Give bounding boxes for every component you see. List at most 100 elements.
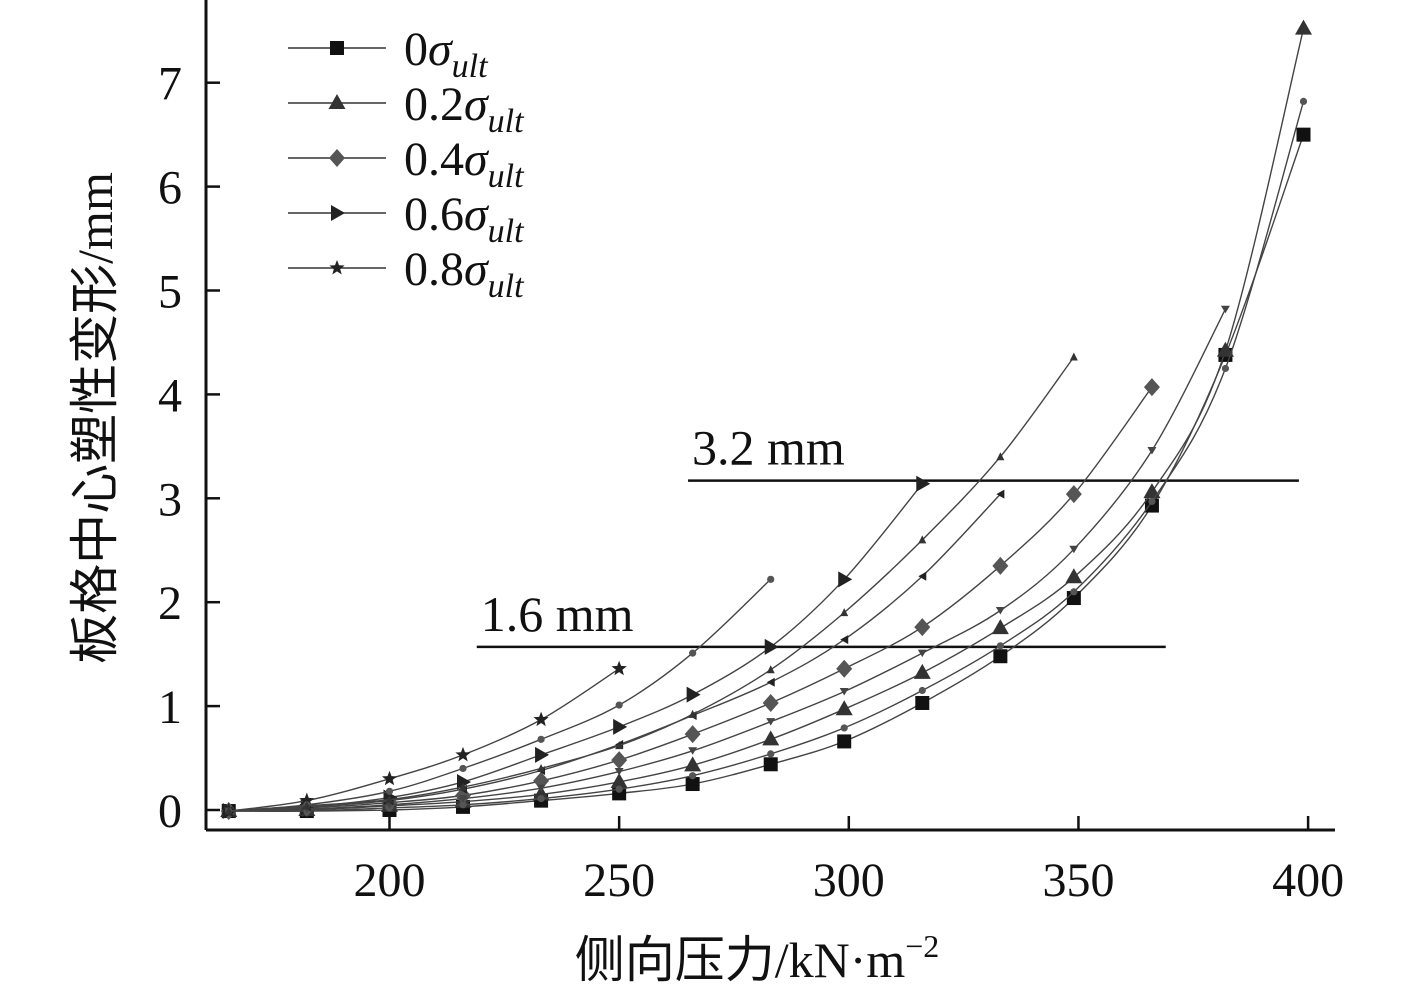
- series-line: [228, 356, 1075, 812]
- y-tick-label: 0: [158, 785, 182, 838]
- data-point-triangle-small: [1069, 352, 1078, 361]
- x-tick-label: 400: [1272, 854, 1344, 907]
- data-point-diamond: [836, 659, 853, 678]
- y-tick-label: 3: [158, 473, 182, 526]
- y-tick-label: 7: [158, 58, 182, 111]
- data-point-triangle-down: [839, 688, 849, 696]
- data-point-diamond: [1065, 485, 1082, 504]
- data-point-dot: [996, 642, 1004, 650]
- data-point-triangle-down: [1147, 447, 1157, 455]
- legend-marker: [329, 149, 345, 167]
- data-point-dot: [689, 772, 697, 780]
- data-point-dot: [689, 649, 697, 657]
- reference-lines: 3.2 mm 1.6 mm: [476, 420, 1299, 649]
- data-point-triangle-right: [916, 475, 931, 492]
- data-point-triangle: [913, 663, 931, 679]
- y-tick-label: 4: [158, 369, 182, 422]
- data-point-dot: [840, 724, 848, 732]
- axes: 200 250 300 350 400 0 1 2 3 4 5 6 7: [158, 0, 1344, 907]
- data-point-dot: [918, 686, 926, 695]
- data-point-triangle-right: [613, 718, 628, 735]
- data-point-dot: [1070, 588, 1078, 596]
- data-point-square: [837, 734, 852, 749]
- data-point-dot: [385, 787, 394, 795]
- data-point-triangle: [762, 730, 780, 746]
- data-point-star: [299, 792, 315, 808]
- data-point-square: [685, 777, 700, 792]
- legend-item: 0.2σult: [288, 78, 525, 140]
- data-point-triangle-down: [1220, 305, 1230, 314]
- legend-item: 0σult: [288, 23, 489, 85]
- data-point-star: [611, 660, 627, 676]
- x-axis-title-superscript: −2: [905, 928, 939, 964]
- data-point-triangle-small: [840, 608, 849, 617]
- data-point-triangle-small: [385, 795, 394, 804]
- data-point-triangle: [1295, 19, 1313, 35]
- reference-line-label: 1.6 mm: [481, 586, 634, 642]
- series-line: [228, 101, 1305, 812]
- data-point-dot: [1299, 97, 1308, 106]
- reference-line-label: 3.2 mm: [692, 420, 845, 476]
- data-point-diamond: [914, 618, 931, 637]
- data-point-triangle-small: [458, 782, 467, 791]
- data-point-triangle-small: [615, 741, 624, 750]
- series-1: [220, 19, 1313, 818]
- legend-label-sigma: σ: [464, 133, 490, 186]
- data-point-triangle-left: [766, 677, 775, 687]
- legend-item: 0.6σult: [288, 188, 525, 250]
- data-point-triangle: [991, 619, 1009, 635]
- data-point-triangle-small: [537, 763, 546, 772]
- series-line: [228, 308, 1227, 812]
- data-point-dot: [537, 735, 545, 743]
- data-point-triangle-down: [766, 718, 776, 726]
- data-point-dot: [1221, 364, 1230, 373]
- data-point-triangle-down: [536, 784, 546, 793]
- legend-label-subscript: ult: [488, 213, 525, 250]
- series-line: [228, 28, 1305, 812]
- series-2: [220, 378, 1160, 821]
- data-point-triangle-down: [1069, 545, 1079, 554]
- data-point-dot: [1148, 497, 1156, 506]
- data-point-triangle-right: [838, 571, 853, 588]
- data-point-triangle: [610, 772, 628, 788]
- x-tick-label: 350: [1042, 854, 1114, 907]
- legend-label: 0.2σult: [404, 78, 525, 140]
- data-point-triangle: [532, 785, 550, 801]
- data-point-diamond: [1143, 378, 1160, 397]
- data-point-square: [993, 649, 1008, 664]
- legend-label-subscript: ult: [488, 103, 525, 140]
- data-point-triangle-left: [840, 635, 849, 645]
- data-point-dot: [767, 750, 775, 758]
- series-9: [224, 352, 1078, 815]
- data-point-triangle: [1143, 483, 1161, 499]
- data-point-square: [915, 695, 930, 710]
- data-point-dot: [459, 801, 467, 809]
- legend-label: 0σult: [404, 23, 489, 85]
- data-point-triangle-small: [224, 806, 233, 815]
- data-point-diamond: [762, 693, 779, 712]
- legend-label-subscript: ult: [452, 48, 489, 85]
- data-point-triangle-right: [686, 686, 701, 703]
- data-point-triangle-right: [764, 638, 779, 655]
- data-point-diamond: [611, 751, 628, 770]
- data-point-triangle-small: [766, 665, 775, 674]
- data-point-square: [763, 757, 778, 772]
- legend-item: 0.4σult: [288, 133, 525, 195]
- data-point-triangle-left: [996, 489, 1005, 499]
- data-point-dot: [767, 575, 775, 583]
- legend-label-prefix: 0.4: [404, 133, 464, 186]
- legend-label-sigma: σ: [464, 243, 490, 296]
- x-tick-label: 300: [813, 854, 885, 907]
- series-group: [220, 19, 1313, 821]
- data-point-diamond: [992, 556, 1009, 575]
- series-7: [224, 489, 1005, 816]
- data-point-dot: [615, 701, 623, 709]
- legend-label-prefix: 0.2: [404, 78, 464, 131]
- data-point-dot: [615, 785, 623, 793]
- legend-marker: [330, 41, 344, 55]
- x-axis-title-main: 侧向压力/kN·m: [575, 932, 906, 988]
- legend-label-prefix: 0.8: [404, 243, 464, 296]
- data-point-triangle-right: [456, 773, 471, 790]
